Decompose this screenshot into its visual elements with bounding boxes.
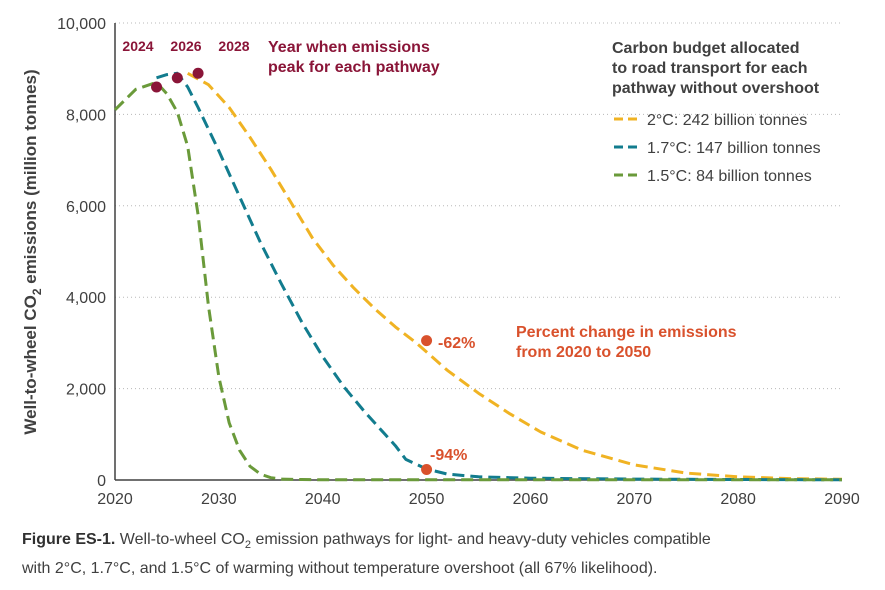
peak-year-2028: 2028 <box>218 38 249 54</box>
y-tick-10000: 10,000 <box>57 16 106 33</box>
caption-line-2: with 2°C, 1.7°C, and 1.5°C of warming wi… <box>22 560 658 578</box>
peak-marker-2024 <box>151 81 163 93</box>
series-2c <box>186 71 843 481</box>
x-tick-2080: 2080 <box>720 491 756 508</box>
caption-lead: Figure ES-1. <box>22 531 116 548</box>
legend-title-line-3: pathway without overshoot <box>612 80 820 97</box>
peak-marker-2026 <box>171 72 183 84</box>
figure-caption: Figure ES-1. Well-to-wheel CO2 emission … <box>22 528 872 581</box>
x-tick-2060: 2060 <box>513 491 549 508</box>
pct-label-94: -94% <box>430 447 467 464</box>
emissions-chart: 0 2,000 4,000 6,000 8,000 10,000 2020 2030 2040… <box>21 16 860 508</box>
peak-annotation-line-1: Year when emissions <box>268 39 430 56</box>
caption-sub: 2 <box>244 539 251 552</box>
pct-marker-0 <box>421 335 433 347</box>
series-1-7c <box>156 71 843 482</box>
x-tick-2090: 2090 <box>824 491 860 508</box>
caption-text-a: Well-to-wheel CO <box>115 531 245 548</box>
y-axis-label: Well-to-wheel CO2 emissions (million ton… <box>21 69 44 434</box>
caption-text-b: emission pathways for light- and heavy-d… <box>251 531 711 548</box>
y-tick-8000: 8,000 <box>66 107 106 124</box>
peak-year-2026: 2026 <box>170 38 201 54</box>
legend-title-line-2: to road transport for each <box>612 60 808 77</box>
x-tick-2030: 2030 <box>201 491 237 508</box>
y-tick-2000: 2,000 <box>66 382 106 399</box>
peak-year-labels: 2024 2026 2028 <box>122 38 249 54</box>
legend-label-1-7c: 1.7°C: 147 billion tonnes <box>647 140 821 157</box>
pct-marker-1 <box>421 463 433 475</box>
peak-year-2024: 2024 <box>122 38 153 54</box>
x-tick-labels: 2020 2030 2040 2050 2060 2070 2080 2090 <box>97 491 860 508</box>
x-tick-2070: 2070 <box>616 491 652 508</box>
peak-marker-2028 <box>192 67 204 79</box>
caption-line-1: Figure ES-1. Well-to-wheel CO2 emission … <box>22 528 872 557</box>
markers <box>151 67 433 475</box>
legend: Carbon budget allocated to road transpor… <box>612 40 821 185</box>
series-lines <box>113 71 843 482</box>
pct-annotation-line-1: Percent change in emissions <box>516 324 737 341</box>
y-tick-6000: 6,000 <box>66 199 106 216</box>
y-tick-0: 0 <box>97 473 106 490</box>
legend-title-line-1: Carbon budget allocated <box>612 40 800 57</box>
y-tick-labels: 0 2,000 4,000 6,000 8,000 10,000 <box>57 16 106 490</box>
series-1-5c <box>113 80 842 482</box>
pct-label-62: -62% <box>438 335 475 352</box>
peak-annotation-line-2: peak for each pathway <box>268 59 440 76</box>
legend-label-1-5c: 1.5°C: 84 billion tonnes <box>647 168 812 185</box>
pct-annotation-line-2: from 2020 to 2050 <box>516 344 651 361</box>
x-tick-2040: 2040 <box>305 491 341 508</box>
x-tick-2050: 2050 <box>409 491 445 508</box>
x-tick-2020: 2020 <box>97 491 133 508</box>
legend-label-2c: 2°C: 242 billion tonnes <box>647 112 807 129</box>
y-tick-4000: 4,000 <box>66 290 106 307</box>
